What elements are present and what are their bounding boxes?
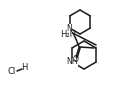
Text: H: H <box>21 64 27 73</box>
Text: NH: NH <box>66 58 78 67</box>
Text: N: N <box>67 24 72 33</box>
Text: O: O <box>72 55 78 64</box>
Text: Cl: Cl <box>8 68 16 77</box>
Text: H₂N: H₂N <box>60 29 76 39</box>
